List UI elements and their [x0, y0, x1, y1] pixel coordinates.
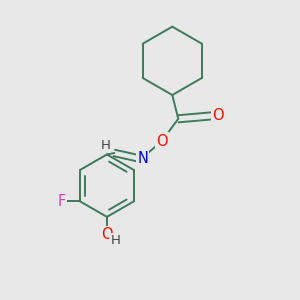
- Text: H: H: [110, 234, 120, 247]
- Text: O: O: [101, 227, 113, 242]
- Text: F: F: [58, 194, 66, 209]
- Text: N: N: [137, 152, 148, 166]
- Text: O: O: [156, 134, 168, 148]
- Text: H: H: [100, 139, 110, 152]
- Text: O: O: [212, 108, 224, 123]
